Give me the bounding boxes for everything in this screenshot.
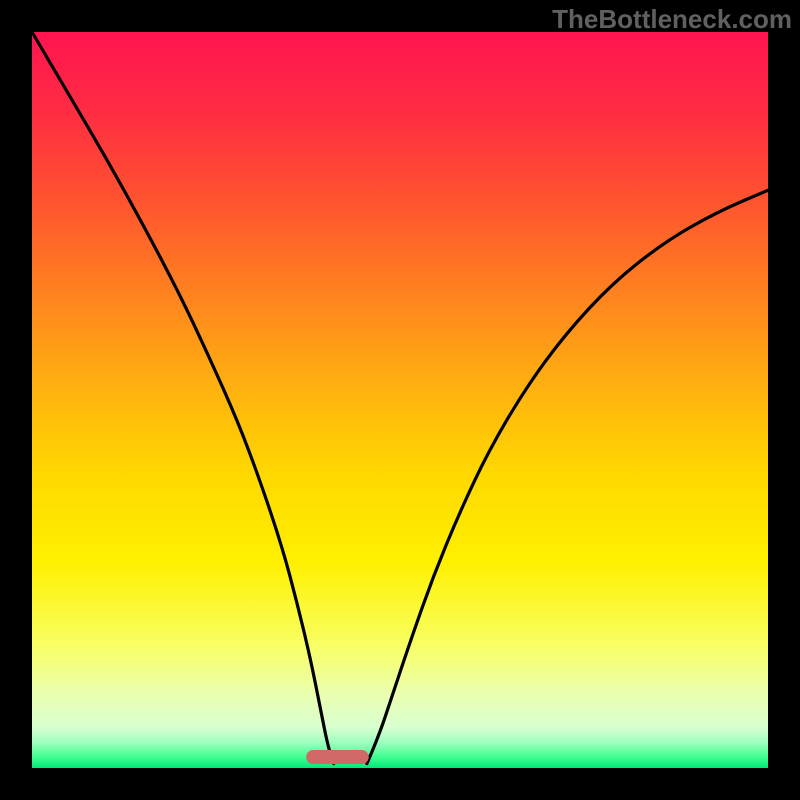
- chart-container: TheBottleneck.com: [0, 0, 800, 800]
- plot-background: [32, 32, 768, 768]
- chart-border: [768, 0, 800, 800]
- watermark-text: TheBottleneck.com: [552, 4, 792, 35]
- chart-border: [0, 0, 32, 800]
- bottleneck-chart-svg: [0, 0, 800, 800]
- chart-border: [0, 768, 800, 800]
- optimum-marker: [306, 750, 369, 764]
